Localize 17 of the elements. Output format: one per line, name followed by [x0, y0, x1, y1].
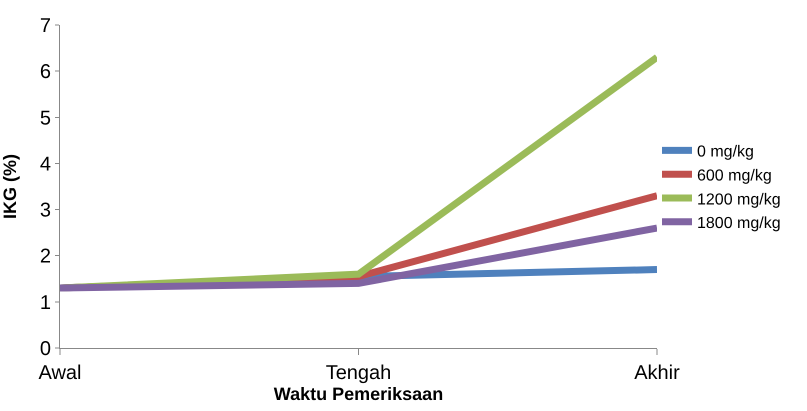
legend-label: 600 mg/kg	[697, 167, 772, 184]
legend-label: 1800 mg/kg	[697, 215, 781, 232]
y-tick-label: 5	[40, 107, 51, 130]
legend-label: 0 mg/kg	[697, 144, 754, 161]
y-tick-label: 2	[40, 246, 51, 268]
y-tick-label: 7	[40, 15, 51, 37]
x-tick-label: Awal	[38, 362, 82, 384]
y-tick-label: 0	[40, 338, 51, 360]
y-tick-label: 4	[40, 153, 51, 176]
y-tick-label: 6	[40, 61, 51, 84]
x-tick-label: Tengah	[326, 362, 392, 384]
y-tick-label: 3	[40, 200, 51, 222]
x-axis-title: Waktu Pemeriksaan	[274, 384, 444, 404]
y-axis-title: IKG (%)	[0, 154, 20, 219]
legend-label: 1200 mg/kg	[697, 191, 781, 208]
x-tick-label: Akhir	[634, 362, 680, 384]
y-tick-label: 1	[40, 292, 51, 314]
